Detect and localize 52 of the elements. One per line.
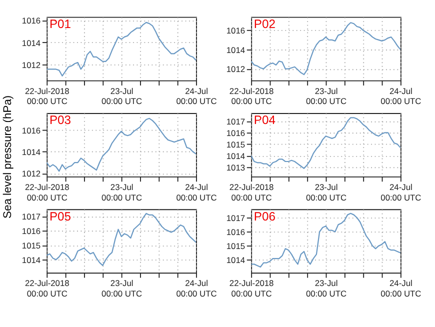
y-axis-title: Sea level pressure (hPa) (2, 95, 14, 218)
chart-title: P03 (49, 113, 72, 128)
y-tick-label: 1015 (22, 240, 41, 251)
x-tick-label: 23-Jul 00:00 UTC (306, 86, 347, 106)
y-tick-label: 1016 (22, 226, 41, 236)
line-series (251, 117, 400, 169)
y-tick-label: 1015 (226, 139, 246, 150)
y-tick-label: 1014 (22, 254, 41, 265)
y-tick-label: 1014 (22, 38, 41, 48)
x-tick-label: 24-Jul 00:00 UTC (380, 86, 422, 106)
y-tick-label: 1016 (22, 15, 41, 26)
y-tick-label: 1017 (226, 116, 246, 126)
y-tick-label: 1015 (226, 241, 246, 252)
y-tick-label: 1014 (226, 44, 246, 55)
chart-title: P01 (49, 17, 72, 32)
y-tick-label: 1012 (22, 168, 41, 179)
line-series (46, 118, 196, 172)
y-tick-label: 1017 (226, 212, 246, 223)
x-tick-label: 24-Jul 00:00 UTC (176, 86, 217, 106)
y-tick-label: 1014 (226, 255, 246, 266)
y-tick-label: 1014 (226, 150, 246, 161)
x-tick-label: 22-Jul-2018 00:00 UTC (24, 278, 70, 298)
y-tick-label: 1012 (22, 60, 41, 70)
x-tick-label: 24-Jul 00:00 UTC (380, 278, 422, 298)
line-series (46, 22, 196, 76)
x-tick-label: 23-Jul 00:00 UTC (102, 86, 142, 106)
y-tick-label: 1014 (22, 147, 41, 158)
x-tick-label: 24-Jul 00:00 UTC (176, 278, 217, 298)
x-tick-label: 22-Jul-2018 00:00 UTC (24, 86, 70, 106)
x-tick-label: 23-Jul 00:00 UTC (306, 182, 347, 202)
x-tick-label: 24-Jul 00:00 UTC (380, 182, 422, 202)
line-series (46, 212, 196, 266)
y-tick-label: 1016 (226, 128, 246, 138)
x-tick-label: 22-Jul-2018 00:00 UTC (229, 182, 274, 202)
y-tick-label: 1016 (226, 26, 246, 36)
y-tick-label: 1017 (22, 212, 41, 222)
x-tick-label: 23-Jul 00:00 UTC (102, 182, 142, 202)
chart-title: P02 (254, 17, 276, 32)
chart-title: P04 (254, 113, 276, 128)
x-tick-label: 22-Jul-2018 00:00 UTC (229, 278, 274, 298)
x-tick-label: 23-Jul 00:00 UTC (102, 278, 142, 298)
chart-title: P05 (49, 209, 72, 224)
y-tick-label: 1012 (226, 64, 246, 74)
x-tick-label: 24-Jul 00:00 UTC (176, 182, 217, 202)
y-tick-label: 1016 (226, 227, 246, 238)
y-tick-label: 1013 (226, 162, 246, 173)
x-tick-label: 23-Jul 00:00 UTC (306, 278, 347, 298)
line-series (251, 212, 400, 268)
chart-title: P06 (254, 209, 276, 224)
x-tick-label: 22-Jul-2018 00:00 UTC (24, 182, 70, 202)
y-tick-label: 1016 (22, 126, 41, 136)
x-tick-label: 22-Jul-2018 00:00 UTC (229, 86, 274, 106)
